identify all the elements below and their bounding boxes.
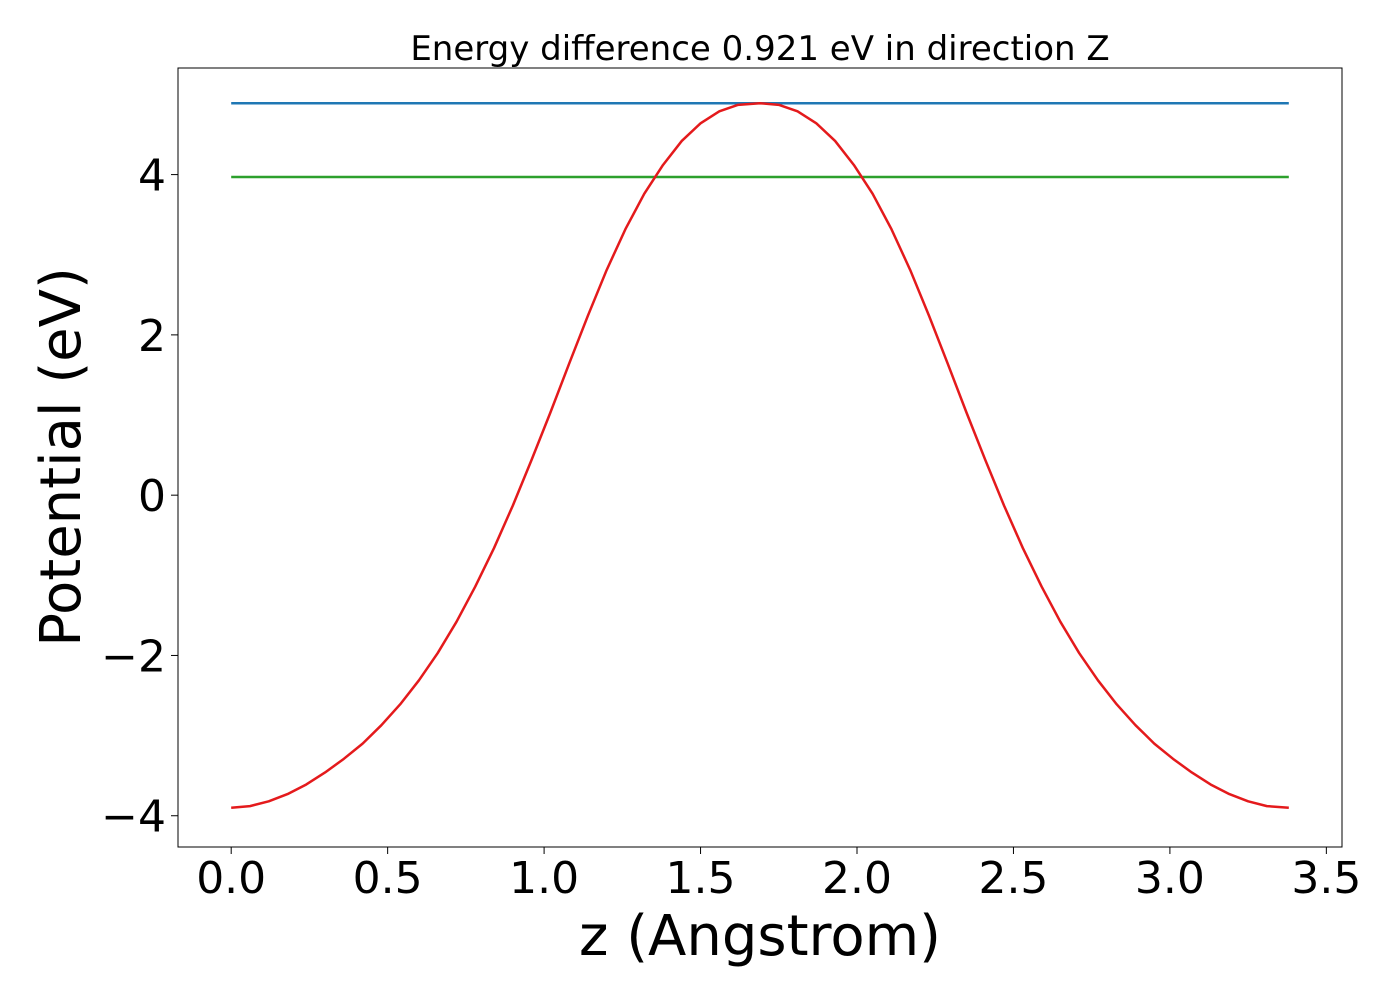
x-axis-ticks: 0.0 0.5 1.0 1.5 2.0 2.5 3.0 3.5 bbox=[196, 847, 1361, 904]
y-tick-label: 0 bbox=[138, 471, 166, 522]
plot-series-layer bbox=[231, 102, 1289, 809]
x-tick-label: 2.0 bbox=[822, 853, 892, 904]
chart-title: Energy difference 0.921 eV in direction … bbox=[410, 29, 1109, 69]
plot-area-frame bbox=[177, 67, 1343, 848]
x-tick-label: 1.5 bbox=[666, 853, 736, 904]
y-axis-label: Potential (eV) bbox=[29, 267, 94, 647]
y-tick-label: −4 bbox=[101, 792, 166, 843]
y-tick-label: 4 bbox=[138, 151, 166, 202]
y-tick-label: 2 bbox=[138, 311, 166, 362]
y-axis-ticks: −4 −2 0 2 4 bbox=[101, 151, 178, 843]
x-axis-label: z (Angstrom) bbox=[579, 904, 941, 969]
x-tick-label: 3.5 bbox=[1291, 853, 1361, 904]
series-line-3 bbox=[231, 102, 1289, 809]
x-tick-label: 3.0 bbox=[1135, 853, 1205, 904]
x-tick-label: 0.0 bbox=[196, 853, 266, 904]
y-tick-label: −2 bbox=[101, 631, 166, 682]
x-tick-label: 0.5 bbox=[353, 853, 423, 904]
x-tick-label: 2.5 bbox=[978, 853, 1048, 904]
x-tick-label: 1.0 bbox=[509, 853, 579, 904]
